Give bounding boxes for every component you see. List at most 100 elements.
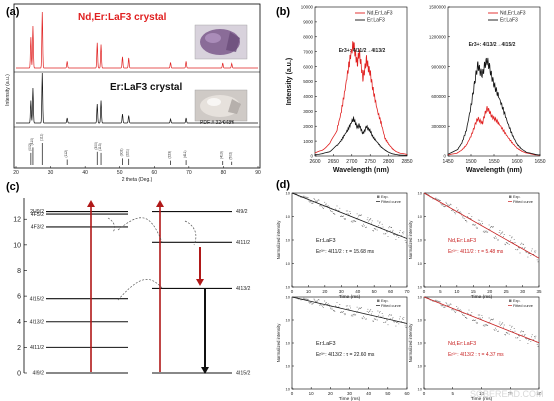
d1-xtick-label-35: 35 bbox=[536, 289, 542, 294]
d1-legend-exp: Exp. bbox=[513, 195, 521, 199]
b-right-ytick-label-300000: 300000 bbox=[431, 124, 446, 129]
xrd-red-line bbox=[16, 11, 258, 69]
d1-legend-exp-marker bbox=[509, 195, 512, 198]
nd-er-crystal-photo bbox=[194, 24, 248, 60]
nd-level-label-2: 4I13/2 bbox=[30, 319, 45, 325]
d2-frame bbox=[291, 296, 408, 390]
b-left-ytick-label-4000: 4000 bbox=[303, 94, 313, 99]
a-xtick-label-20: 20 bbox=[13, 170, 19, 176]
b-left-ytick-label-9000: 9000 bbox=[303, 20, 313, 25]
b-left-ytick-label-1000: 1000 bbox=[303, 139, 313, 144]
b-left-series-0 bbox=[314, 41, 408, 155]
er-level-label-3: 4I9/2 bbox=[236, 209, 248, 215]
d0-ytick-label--3: 10 bbox=[286, 261, 291, 266]
a-xtick-label-70: 70 bbox=[186, 170, 192, 176]
b-right-ytick-label-600000: 600000 bbox=[431, 94, 446, 99]
d0-xtick-label-60: 60 bbox=[388, 289, 394, 294]
d2-ytick-label--2: 10 bbox=[286, 341, 291, 346]
b-right-ytick-label-900000: 900000 bbox=[431, 64, 446, 69]
panel-a-xlabel: 2 theta (Deg.) bbox=[122, 177, 153, 183]
d1-sample-label: Nd,Er:LaF3 bbox=[448, 238, 476, 244]
d1-xtick-label-5: 5 bbox=[439, 289, 442, 294]
d0-legend-fit: Fitted curve bbox=[381, 200, 401, 204]
d1-ytick-label--1: 10 bbox=[418, 214, 423, 219]
legend-er-crystal: Er:LaF3 crystal bbox=[110, 82, 182, 93]
energy-tick-label-10: 10 bbox=[13, 242, 21, 249]
b-right-series-0 bbox=[447, 106, 541, 156]
d2-xtick-label-50: 50 bbox=[385, 391, 391, 396]
nir-arrow-head bbox=[201, 367, 209, 374]
panel-a-x-ticks: 20 30 40 50 60 70 80 90 bbox=[13, 166, 261, 176]
d2-ylabel: Normalized intensity bbox=[276, 323, 281, 363]
b-left-xtick-label-2800: 2800 bbox=[383, 159, 394, 165]
d1-ytick-label--4: 10 bbox=[418, 285, 423, 290]
reference-hkl-5: (113) bbox=[98, 143, 102, 151]
b-right-xtick-label-1500: 1500 bbox=[465, 159, 476, 165]
d0-ytick-label--2: 10 bbox=[286, 238, 291, 243]
d2-fit-curve bbox=[291, 296, 408, 324]
er-pump-arrow-head bbox=[156, 200, 164, 207]
b-left-xtick-label-2700: 2700 bbox=[346, 159, 357, 165]
d0-ytick-label-0: 10 bbox=[286, 191, 291, 196]
d3-ylabel: Normalized intensity bbox=[408, 323, 413, 363]
nd-level-label-1: 4I11/2 bbox=[30, 345, 44, 351]
b-right-legend-label-0: Nd,Er:LaF3 bbox=[500, 11, 526, 17]
nd-level-label-6: 2H9/2 bbox=[30, 209, 44, 215]
d3-xtick-label-20: 20 bbox=[536, 391, 542, 396]
b-left-xtick-label-2850: 2850 bbox=[401, 159, 412, 165]
d0-sample-label: Er:LaF3 bbox=[316, 238, 336, 244]
b-left-ytick-label-0: 0 bbox=[311, 154, 314, 159]
a-xtick-label-50: 50 bbox=[117, 170, 123, 176]
d1-xtick-label-0: 0 bbox=[423, 289, 426, 294]
d1-ytick-label-0: 10 bbox=[418, 191, 423, 196]
d3-ytick-label--2: 10 bbox=[418, 341, 423, 346]
legend-nd-er-crystal: Nd,Er:LaF3 crystal bbox=[78, 12, 167, 23]
d3-legend-exp: Exp. bbox=[513, 299, 521, 303]
d0-xtick-label-70: 70 bbox=[404, 289, 410, 294]
panel-label-c: (c) bbox=[6, 181, 20, 193]
d1-ytick-label--2: 10 bbox=[418, 238, 423, 243]
b-left-xlabel: Wavelength (nm) bbox=[333, 167, 389, 174]
et-path-lower bbox=[117, 279, 163, 301]
d2-xtick-label-10: 10 bbox=[309, 391, 315, 396]
d2-xtick-label-40: 40 bbox=[366, 391, 372, 396]
d1-xtick-label-20: 20 bbox=[487, 289, 493, 294]
er-nr-path bbox=[184, 220, 197, 246]
reference-hkl-9: (411) bbox=[183, 150, 187, 158]
emission-2p7um-plot: 2600 2650 2700 2750 2800 2850 0 1000 2000 3000 400… bbox=[286, 5, 413, 174]
er-crystal-photo bbox=[194, 89, 248, 122]
pdf-reference-label: PDF # 32-0483 bbox=[200, 120, 234, 126]
panel-a-ylabel: Intensity (a.u.) bbox=[5, 74, 11, 106]
b-left-legend-label-1: Er:LaF3 bbox=[367, 18, 385, 24]
d2-xtick-label-60: 60 bbox=[404, 391, 410, 396]
d3-frame bbox=[423, 296, 540, 390]
nd-level-label-0: 4I9/2 bbox=[32, 371, 44, 377]
d1-xtick-label-10: 10 bbox=[454, 289, 460, 294]
b-right-xtick-label-1600: 1600 bbox=[511, 159, 522, 165]
b-right-legend-label-1: Er:LaF3 bbox=[500, 18, 518, 24]
panel-c-energy-diagram: (c) 0 2 4 6 8 10 12 4I9/2 4I11/2 4I13/2 4I15/2 4F3… bbox=[6, 181, 251, 378]
d2-xtick-label-30: 30 bbox=[347, 391, 353, 396]
energy-tick-label-2: 2 bbox=[17, 345, 21, 352]
reference-hkl-8: (223) bbox=[168, 151, 172, 159]
reference-hkl-3: (112) bbox=[64, 150, 68, 158]
d1-fit-curve bbox=[423, 192, 540, 259]
d3-xlabel: Time (ms) bbox=[471, 396, 493, 401]
energy-tick-label-12: 12 bbox=[13, 217, 21, 224]
reference-hkl-1: (110) bbox=[30, 138, 34, 146]
b-right-annotation: Er3+: 4I13/2→4I15/2 bbox=[469, 42, 516, 48]
er-level-label-1: 4I13/2 bbox=[236, 286, 251, 292]
panel-a-frame bbox=[13, 3, 261, 169]
panel-a-xrd: (a) (002)(110)(111)(112)(300) (113)(302)(… bbox=[5, 3, 261, 183]
d1-ytick-label--3: 10 bbox=[418, 261, 423, 266]
a-xtick-label-30: 30 bbox=[48, 170, 54, 176]
d3-ytick-label--3: 10 bbox=[418, 364, 423, 369]
d0-xtick-label-10: 10 bbox=[306, 289, 312, 294]
d0-xtick-label-0: 0 bbox=[291, 289, 294, 294]
d0-ytick-label--1: 10 bbox=[286, 214, 291, 219]
emission-1p5um-plot: 1450 1500 1550 1600 1650 0 300000 600000 900000 1… bbox=[429, 5, 546, 174]
d3-ytick-label--1: 10 bbox=[418, 318, 423, 323]
d3-xtick-label-0: 0 bbox=[423, 391, 426, 396]
